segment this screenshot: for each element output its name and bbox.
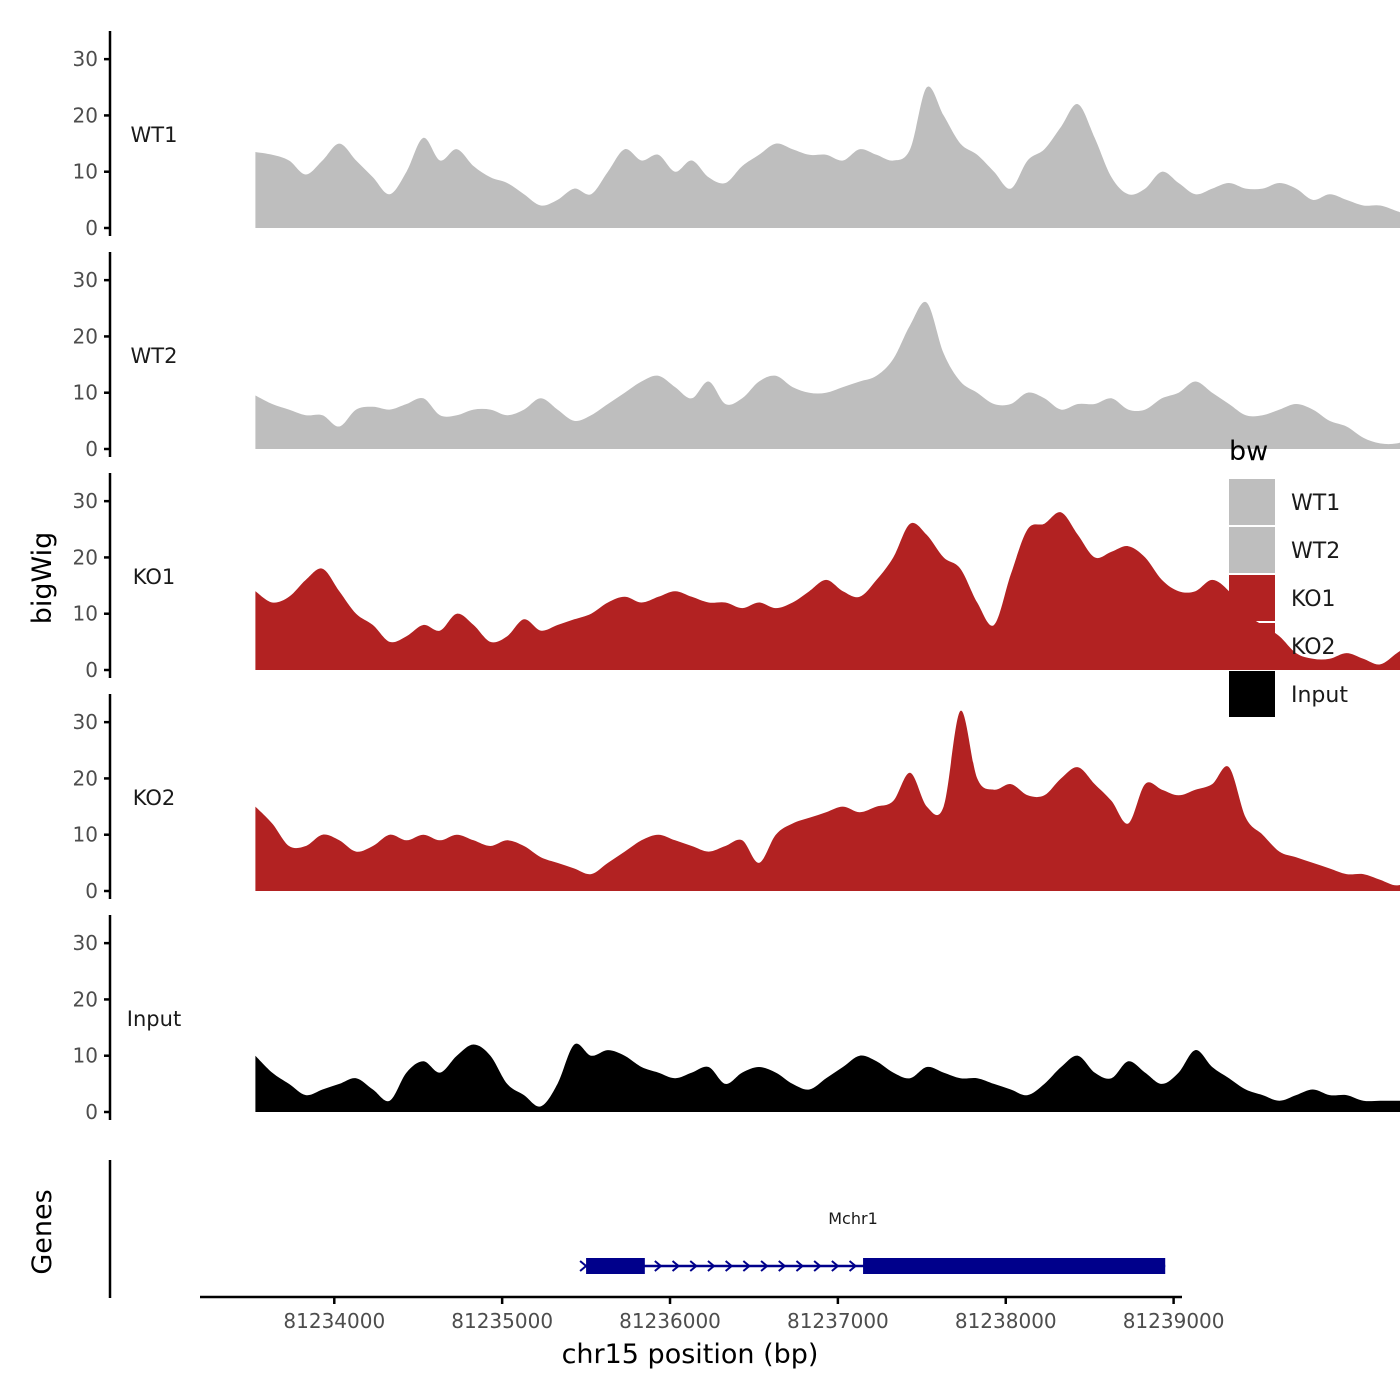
y-tick-label: 30 (73, 931, 98, 955)
coverage-area-input (255, 1043, 1400, 1112)
x-tick-label: 81235000 (451, 1309, 553, 1333)
strand-arrow-icon (671, 1260, 681, 1272)
coverage-area-wt2 (255, 301, 1400, 449)
legend-swatch-ko2 (1229, 623, 1275, 669)
y-tick-label: 20 (73, 324, 98, 348)
strand-arrow-icon (848, 1260, 858, 1272)
strand-arrow-icon (813, 1260, 822, 1272)
strand-arrow-icon (760, 1260, 769, 1272)
track-wt1: 0 10 20 30 WT1 (73, 31, 1400, 240)
y-tick-label: 10 (73, 160, 98, 184)
strand-arrow-icon (654, 1260, 663, 1272)
y-tick-label: 30 (73, 489, 98, 513)
gene-label: Mchr1 (828, 1209, 878, 1228)
legend-label-ko2: KO2 (1291, 635, 1336, 660)
legend-swatch-input (1229, 671, 1275, 717)
y-tick-label: 10 (73, 823, 98, 847)
y-tick-label: 30 (73, 710, 98, 734)
x-tick-label: 81239000 (1123, 1309, 1225, 1333)
genes-panel-title: Genes (27, 1189, 58, 1274)
gene-exon (586, 1258, 645, 1274)
track-label-ko1: KO1 (133, 565, 176, 589)
y-tick-label: 0 (85, 1100, 98, 1124)
track-ko1: 0 10 20 30 KO1 (73, 473, 1400, 682)
y-tick-label: 0 (85, 879, 98, 903)
legend-title: bw (1229, 436, 1268, 467)
y-tick-label: 10 (73, 381, 98, 405)
coverage-area-ko1 (255, 512, 1400, 670)
legend-label-ko1: KO1 (1291, 587, 1336, 612)
strand-arrow-icon (831, 1260, 840, 1272)
strand-arrow-icon (579, 1260, 588, 1272)
y-tick-label: 0 (85, 658, 98, 682)
track-label-ko2: KO2 (133, 786, 176, 810)
strand-arrow-icon (707, 1260, 716, 1272)
legend-swatch-wt1 (1229, 479, 1275, 525)
y-tick-label: 0 (85, 216, 98, 240)
strand-arrow-icon (778, 1260, 787, 1272)
y-tick-label: 20 (73, 103, 98, 127)
y-tick-label: 20 (73, 766, 98, 790)
y-tick-label: 30 (73, 268, 98, 292)
gene-exon (863, 1258, 1166, 1274)
gene-panel: Genes Mchr1 (27, 1160, 1166, 1298)
track-input: 0 10 20 30 Input (73, 915, 1400, 1124)
legend: bw WT1 WT2 KO1 KO2 Input (1229, 436, 1348, 717)
coverage-area-ko2 (255, 710, 1400, 891)
track-label-wt1: WT1 (131, 123, 178, 147)
x-axis: 81234000 81235000 81236000 81237000 81238000… (200, 1295, 1225, 1333)
x-tick-label: 81238000 (955, 1309, 1057, 1333)
legend-label-wt2: WT2 (1291, 539, 1340, 564)
strand-arrow-icon (689, 1260, 698, 1272)
y-tick-label: 10 (73, 1044, 98, 1068)
legend-swatch-wt2 (1229, 527, 1275, 573)
strand-arrow-icon (724, 1260, 734, 1272)
y-tick-label: 20 (73, 987, 98, 1011)
x-axis-title: chr15 position (bp) (562, 1339, 819, 1370)
y-tick-label: 20 (73, 545, 98, 569)
strand-arrow-icon (742, 1260, 751, 1272)
track-label-wt2: WT2 (131, 344, 178, 368)
y-axis-title: bigWig (27, 532, 58, 625)
y-tick-label: 30 (73, 47, 98, 71)
x-tick-label: 81236000 (619, 1309, 721, 1333)
tracks-panel: 0 10 20 30 WT1 0 10 20 30 WT2 0 10 20 30 KO1 0 10 20 30 KO2… (73, 31, 1400, 1124)
legend-label-wt1: WT1 (1291, 491, 1340, 516)
y-tick-label: 0 (85, 437, 98, 461)
legend-label-input: Input (1291, 683, 1348, 708)
track-ko2: 0 10 20 30 KO2 (73, 694, 1400, 903)
coverage-area-wt1 (255, 86, 1400, 228)
track-wt2: 0 10 20 30 WT2 (73, 252, 1400, 461)
y-tick-label: 10 (73, 602, 98, 626)
strand-arrow-icon (795, 1260, 805, 1272)
track-label-input: Input (127, 1007, 181, 1031)
x-tick-label: 81234000 (283, 1309, 385, 1333)
legend-swatch-ko1 (1229, 575, 1275, 621)
x-tick-label: 81237000 (787, 1309, 889, 1333)
gene-mchr1: Mchr1 (579, 1209, 1166, 1274)
